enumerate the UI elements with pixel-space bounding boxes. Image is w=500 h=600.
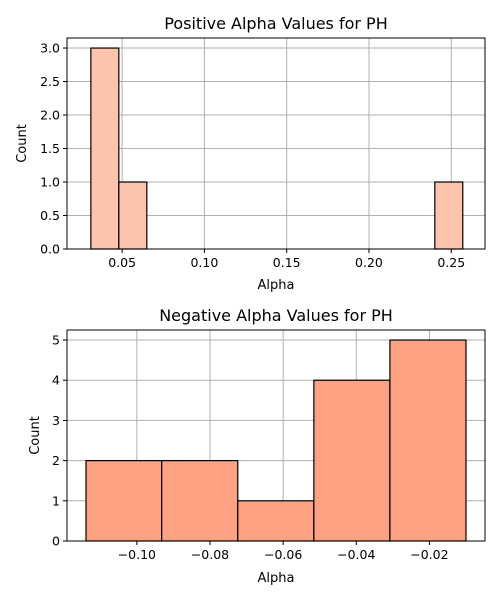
y-axis-label: Count [15,124,30,163]
histogram-bar [313,379,391,542]
histogram-bar [85,460,163,542]
negative-alpha-chart: Negative Alpha Values for PH −0.10 −0.08 −… [28,306,486,586]
histogram-bar [161,460,239,542]
x-tick-label: −0.10 [118,547,156,562]
histogram-bar [389,339,467,542]
histogram-bar [237,500,315,542]
positive-alpha-chart: Positive Alpha Values for PH 0.05 0.10 0.1… [15,14,486,293]
y-tick-label: 1.5 [40,141,60,156]
y-tick-label: 2.0 [40,108,60,123]
x-tick-label: 0.10 [190,255,218,270]
y-tick-label: 0 [52,534,60,549]
y-tick-label: 3.0 [40,41,60,56]
x-tick-label: −0.04 [337,547,375,562]
y-tick-label: 1 [52,493,60,508]
x-tick-label: 0.20 [355,255,383,270]
y-tick-label: 0.0 [40,242,60,257]
y-tick-label: 2 [52,453,60,468]
chart-title: Negative Alpha Values for PH [159,306,393,325]
x-tick-label: 0.15 [273,255,301,270]
y-tick-label: 4 [52,373,60,388]
x-tick-label: −0.06 [264,547,302,562]
x-axis-label: Alpha [258,278,295,293]
chart-title: Positive Alpha Values for PH [164,14,387,33]
y-tick-label: 0.5 [40,208,60,223]
x-tick-label: 0.25 [437,255,465,270]
histogram-bar [118,181,148,250]
plot-frame [66,329,486,542]
y-axis-label: Count [28,416,43,455]
x-tick-label: −0.02 [410,547,448,562]
x-tick-label: 0.05 [108,255,136,270]
y-tick-label: 1.0 [40,175,60,190]
x-tick-label: −0.08 [191,547,229,562]
x-axis-label: Alpha [258,571,295,586]
y-tick-label: 3 [52,413,60,428]
y-tick-label: 5 [52,333,60,348]
histogram-bar [90,47,120,250]
histogram-bar [434,181,464,250]
y-tick-label: 2.5 [40,74,60,89]
plot-frame [66,37,486,250]
